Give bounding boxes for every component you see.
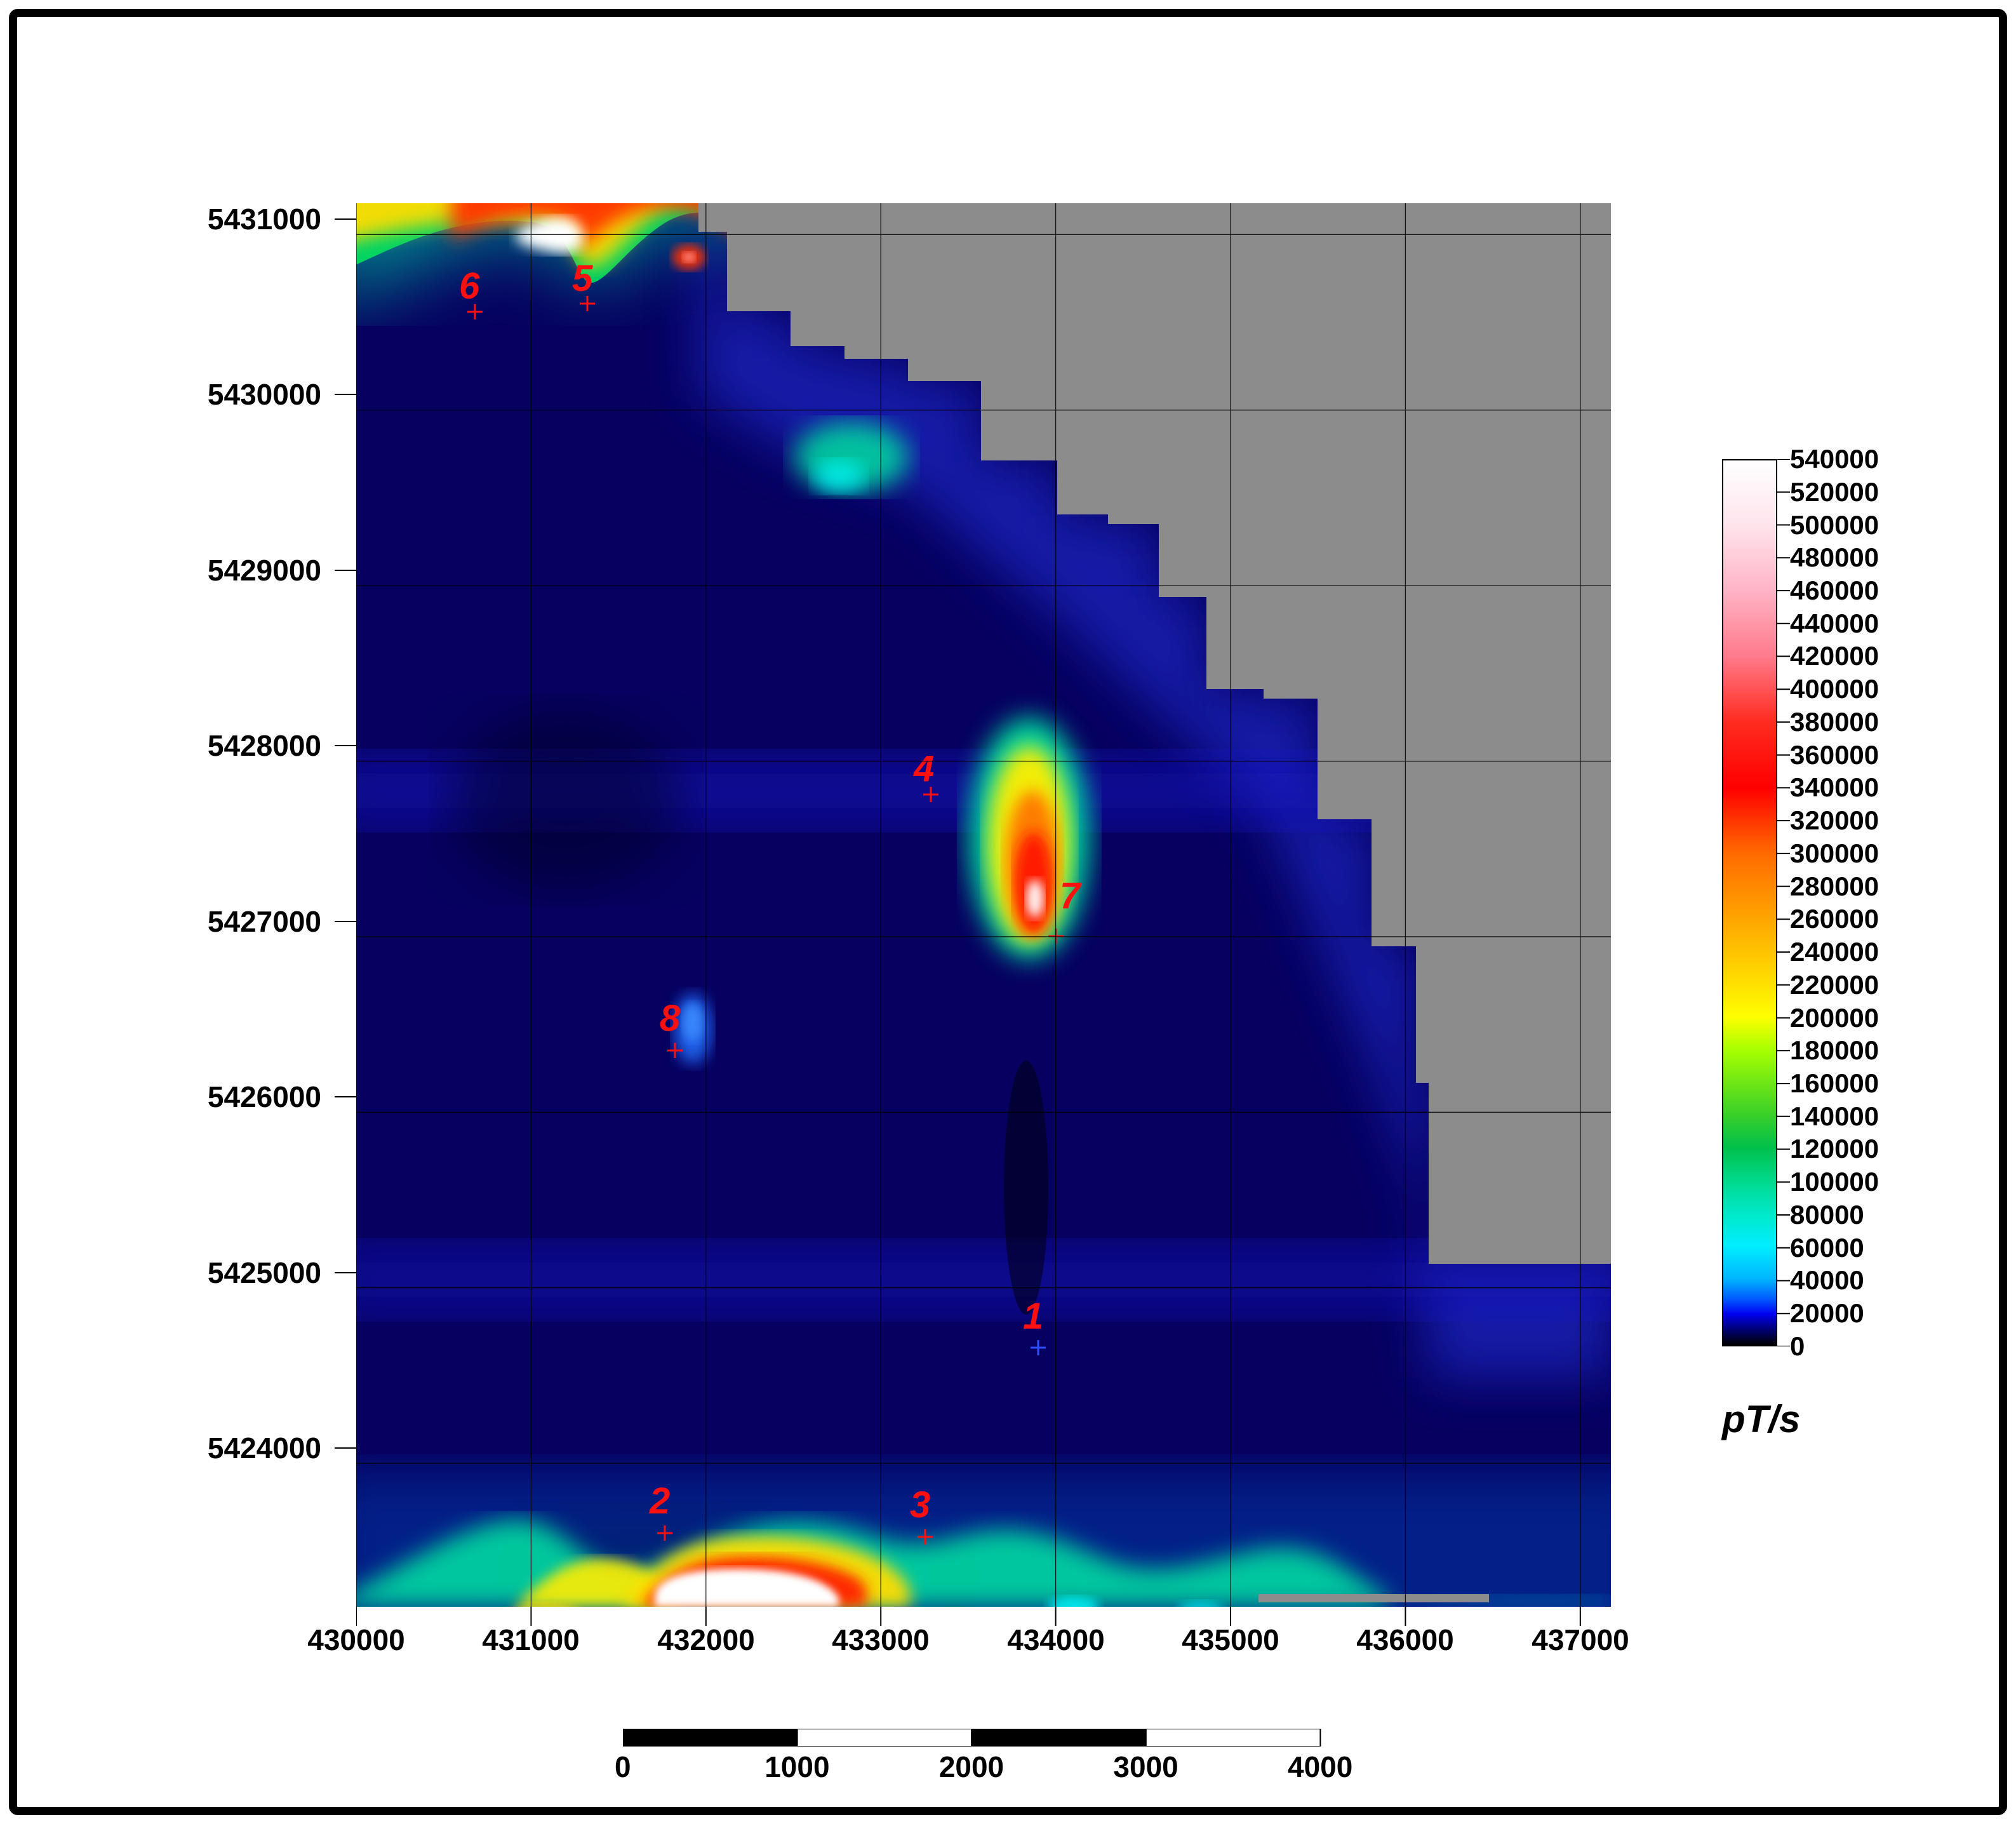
svg-text:5: 5 bbox=[572, 258, 593, 299]
svg-text:1: 1 bbox=[1023, 1296, 1043, 1337]
svg-text:3: 3 bbox=[910, 1484, 930, 1526]
svg-text:8: 8 bbox=[660, 998, 681, 1039]
svg-text:6: 6 bbox=[459, 265, 480, 307]
svg-text:7: 7 bbox=[1060, 875, 1082, 916]
svg-text:4: 4 bbox=[913, 748, 934, 789]
svg-text:2: 2 bbox=[649, 1480, 670, 1522]
